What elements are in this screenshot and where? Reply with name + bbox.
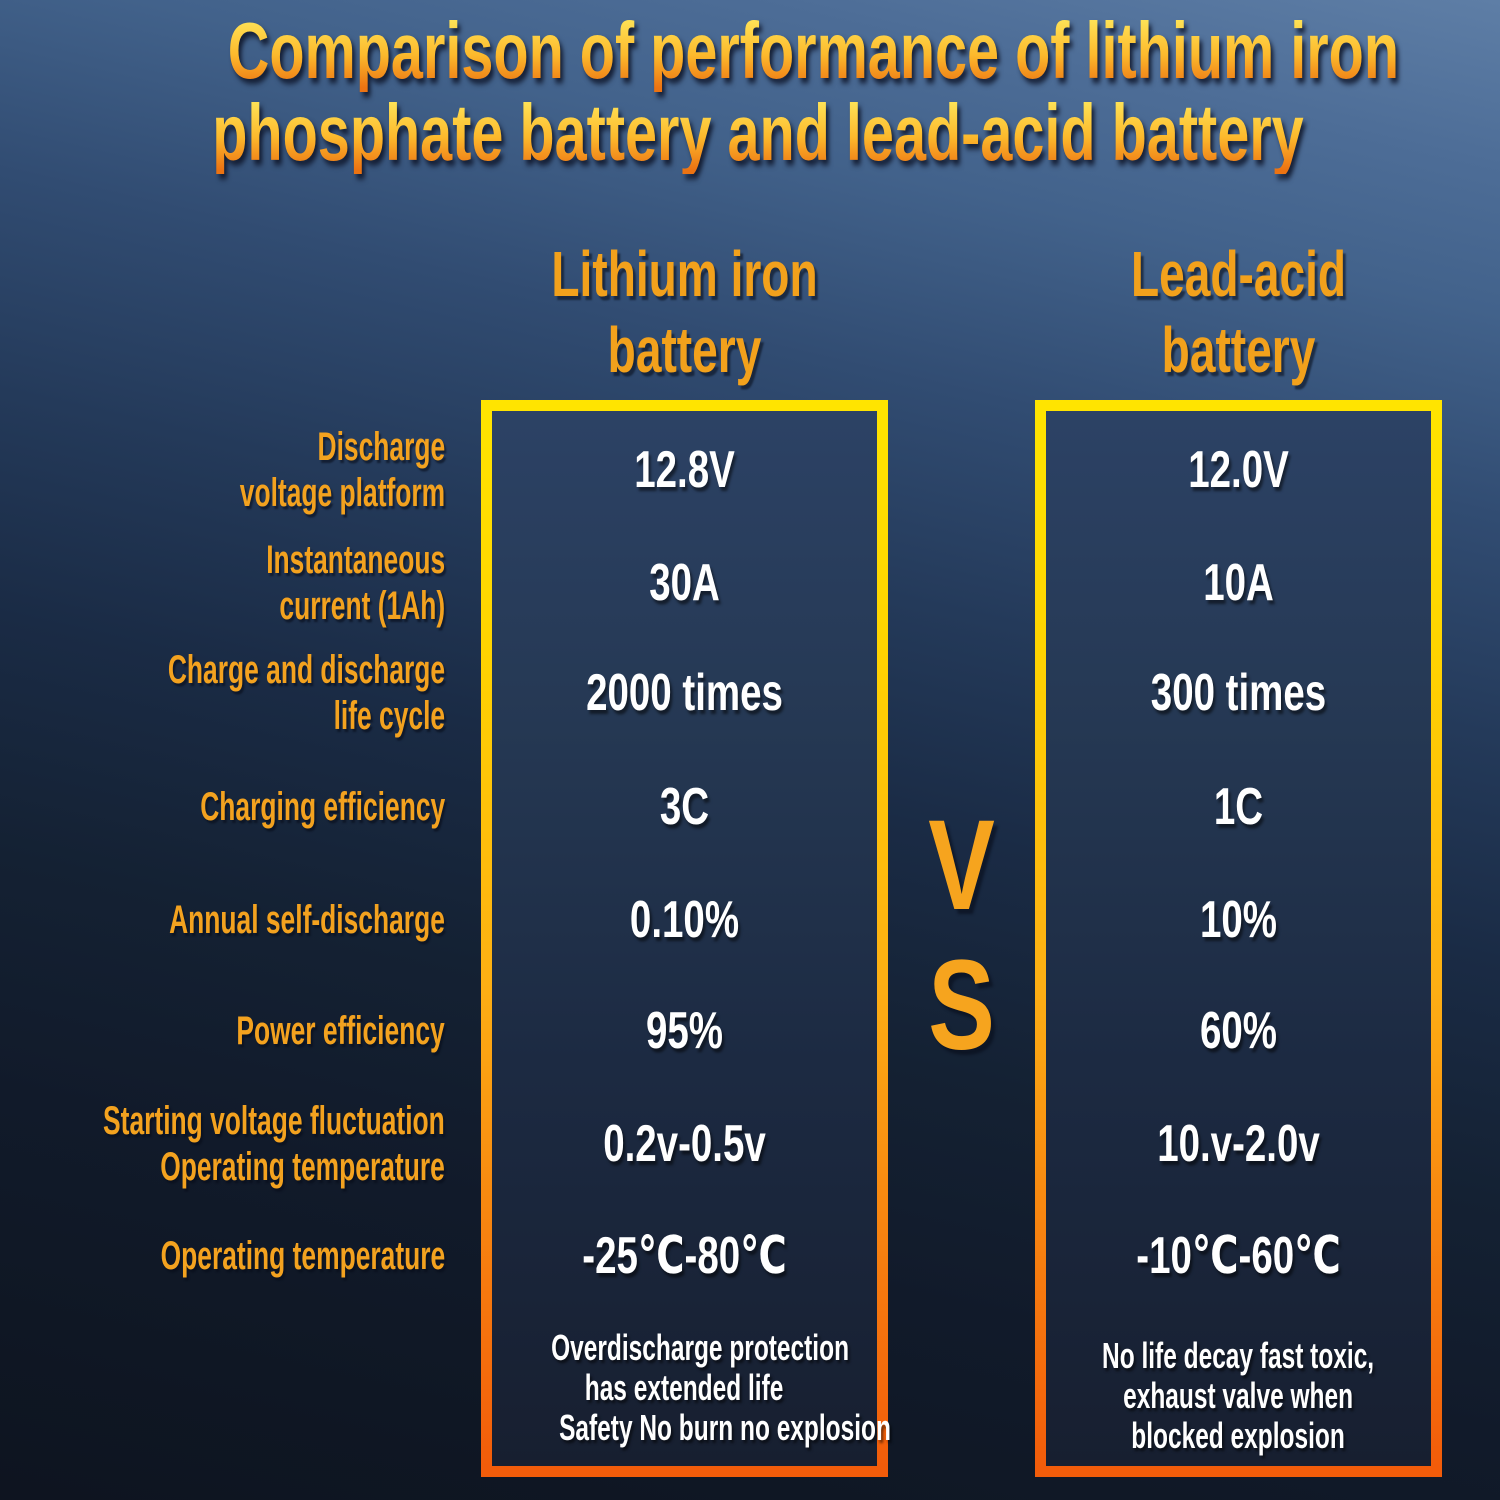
vs-letter-v: V [928, 794, 995, 937]
column-header-lithium-line-2: battery [607, 314, 762, 386]
note-lead-acid-summary: No life decay fast toxic, exhaust valve … [1102, 1335, 1375, 1456]
row-label-power-efficiency: Power efficiency [236, 1009, 445, 1053]
value-lithium-instantaneous-current: 30A [649, 554, 720, 612]
vs-text: V S [904, 796, 1019, 1076]
panel-lithium-battery [481, 400, 888, 1477]
page-title: Comparison of performance of lithium iro… [0, 10, 1500, 174]
value-lead-acid-annual-self-discharge: 10% [1199, 891, 1278, 949]
value-lead-acid-voltage-fluctuation: 10.v-2.0v [1157, 1115, 1320, 1173]
row-label-instantaneous-current: Instantaneous current (1Ah) [266, 538, 445, 628]
value-lithium-life-cycle: 2000 times [586, 664, 783, 722]
value-lithium-annual-self-discharge: 0.10% [629, 891, 740, 949]
value-lithium-voltage-fluctuation: 0.2v-0.5v [603, 1115, 766, 1173]
column-header-lead-acid-line-2: battery [1161, 314, 1316, 386]
row-label-starting-voltage-fluctuation: Starting voltage fluctuation Operating t… [103, 1099, 445, 1189]
vs-letter-s: S [928, 934, 995, 1077]
column-header-lead-acid-line-1: Lead-acid [1130, 238, 1347, 310]
value-lithium-discharge-voltage: 12.8V [634, 441, 735, 499]
row-label-charging-efficiency: Charging efficiency [200, 785, 445, 829]
column-header-lithium-line-1: Lithium iron [551, 238, 818, 310]
row-label-annual-self-discharge: Annual self-discharge [169, 898, 445, 942]
value-lead-acid-power-efficiency: 60% [1199, 1002, 1278, 1060]
value-lead-acid-instantaneous-current: 10A [1203, 554, 1274, 612]
page-title-line-2: phosphate battery and lead-acid battery [212, 88, 1304, 177]
value-lead-acid-operating-temperature: -10℃-60℃ [1136, 1227, 1341, 1285]
column-header-lead-acid: Lead-acid battery [1092, 236, 1385, 388]
row-label-operating-temperature: Operating temperature [160, 1234, 445, 1278]
value-lithium-power-efficiency: 95% [645, 1002, 724, 1060]
row-label-discharge-voltage-platform: Discharge voltage platform [239, 425, 445, 515]
page-title-line-1: Comparison of performance of lithium iro… [227, 6, 1400, 95]
column-header-lithium: Lithium iron battery [538, 236, 831, 388]
value-lead-acid-discharge-voltage: 12.0V [1188, 441, 1289, 499]
value-lead-acid-charging-efficiency: 1C [1213, 778, 1264, 836]
panel-lead-acid-battery [1035, 400, 1442, 1477]
value-lithium-operating-temperature: -25℃-80℃ [582, 1227, 787, 1285]
value-lead-acid-life-cycle: 300 times [1150, 664, 1327, 722]
row-label-life-cycle: Charge and discharge life cycle [167, 648, 445, 738]
value-lithium-charging-efficiency: 3C [659, 778, 710, 836]
note-lithium-summary: Overdischarge protection has extended li… [551, 1327, 891, 1448]
